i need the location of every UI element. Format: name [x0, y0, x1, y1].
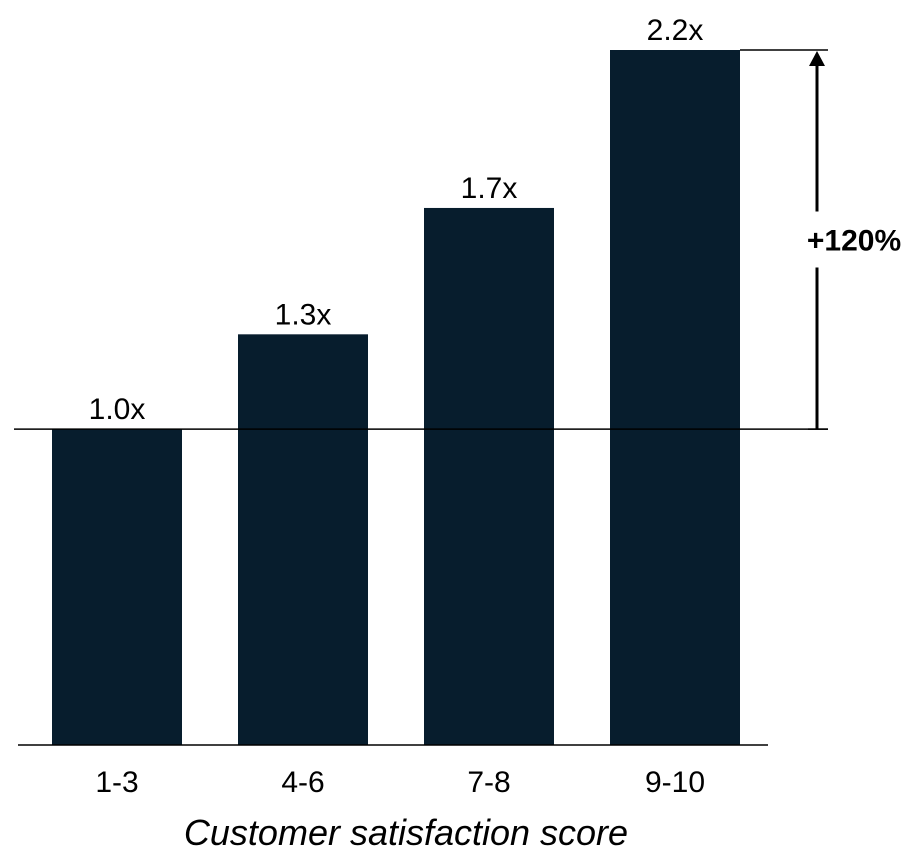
bar-9-10 [610, 50, 740, 745]
bars-group [52, 50, 740, 746]
data-label-7-8: 1.7x [461, 172, 518, 205]
increase-annotation: +120% [740, 49, 901, 430]
labels-group: 1.0x 1-3 1.3x 4-6 1.7x 7-8 2.2x 9-10 [89, 14, 705, 799]
x-tick-label-1-3: 1-3 [95, 766, 138, 799]
annotation-label: +120% [807, 225, 901, 258]
data-label-4-6: 1.3x [275, 298, 332, 331]
x-tick-label-9-10: 9-10 [645, 766, 705, 799]
bar-4-6 [238, 334, 368, 745]
bar-7-8 [424, 207, 554, 746]
data-label-1-3: 1.0x [89, 393, 146, 426]
bar-1-3 [52, 429, 182, 745]
x-axis-title: Customer satisfaction score [184, 812, 628, 853]
data-label-9-10: 2.2x [647, 14, 704, 47]
x-tick-label-7-8: 7-8 [467, 766, 510, 799]
x-tick-label-4-6: 4-6 [281, 766, 324, 799]
annotation-arrow-head [809, 51, 825, 66]
